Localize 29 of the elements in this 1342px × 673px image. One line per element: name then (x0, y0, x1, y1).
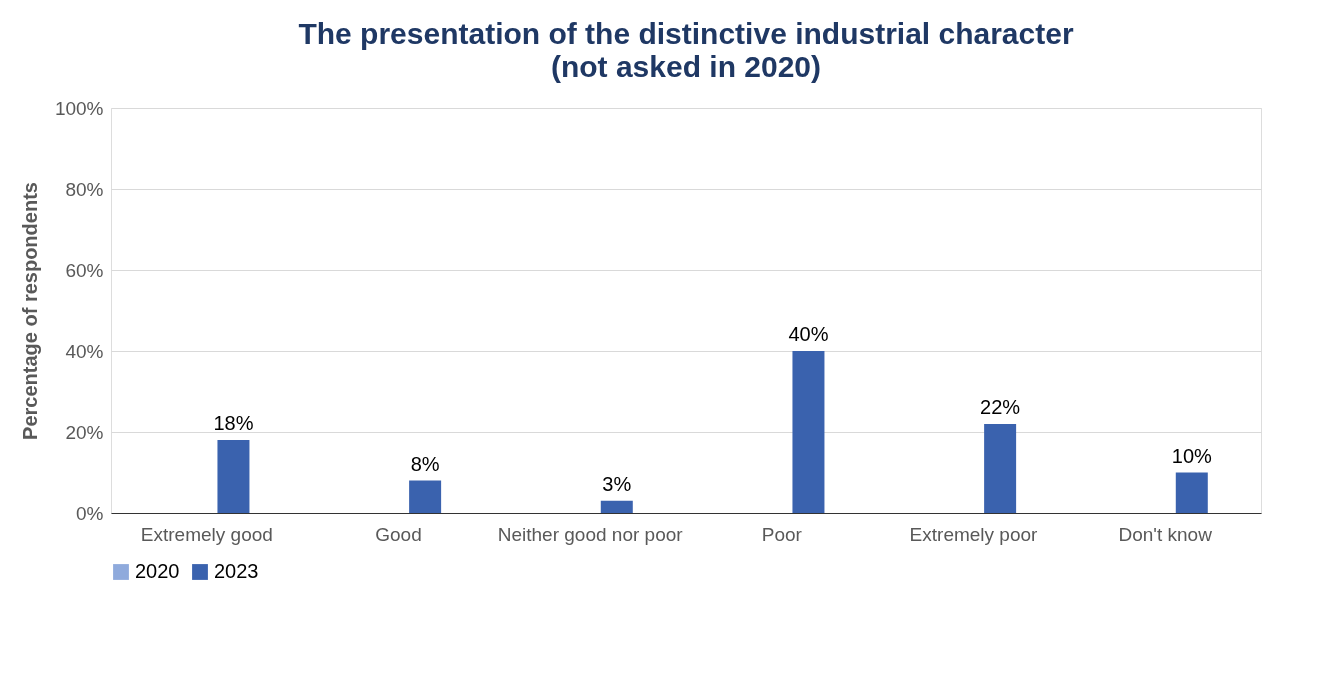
y-tick-label: 80% (65, 178, 104, 200)
data-label: 40% (788, 323, 829, 345)
bar (600, 500, 633, 513)
data-label: 10% (1171, 444, 1213, 467)
data-label: 18% (213, 412, 254, 435)
y-tick-label: 20% (65, 421, 104, 443)
data-label: 22% (980, 395, 1021, 418)
x-tick-label: Don't know (1118, 523, 1213, 545)
y-tick-label: 100% (54, 97, 104, 119)
bar (792, 351, 825, 513)
bar (984, 423, 1017, 513)
x-tick-label: Extremely good (140, 523, 273, 545)
data-label: 3% (602, 472, 632, 495)
y-tick-label: 0% (76, 502, 104, 524)
chart-title: The presentation of the distinctive industrial character (298, 17, 1074, 50)
legend-label: 2020 (135, 560, 180, 582)
legend-label: 2023 (214, 560, 259, 582)
bar (409, 480, 442, 513)
data-label: 8% (410, 452, 440, 475)
y-tick-label: 60% (65, 259, 104, 281)
x-tick-label: Neither good nor poor (497, 523, 684, 545)
bar (217, 440, 250, 513)
chart-subtitle: (not asked in 2020) (550, 50, 822, 83)
y-axis-title: Percentage of respondents (18, 182, 41, 440)
bar (1175, 472, 1208, 513)
x-tick-label: Extremely poor (909, 523, 1039, 545)
x-tick-label: Poor (761, 523, 803, 545)
y-tick-label: 40% (65, 340, 104, 362)
x-tick-label: Good (375, 523, 422, 545)
